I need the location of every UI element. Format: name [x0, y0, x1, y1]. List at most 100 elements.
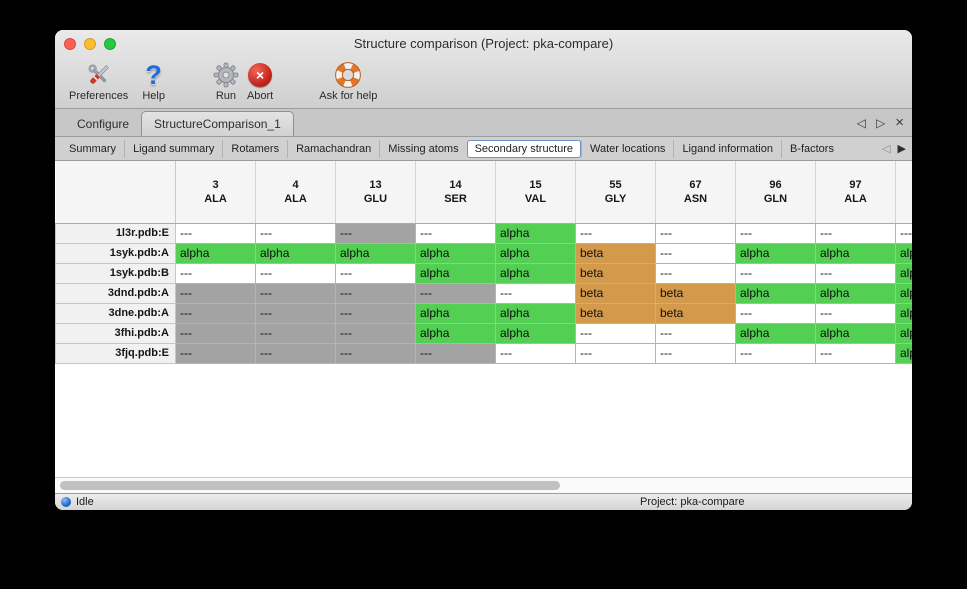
column-header-13-glu[interactable]: 13 GLU	[335, 161, 416, 224]
horizontal-scrollbar-track[interactable]	[55, 477, 912, 493]
report-tab-ligand-information[interactable]: Ligand information	[673, 139, 781, 158]
cell[interactable]: beta	[575, 242, 656, 264]
tab-prev-icon[interactable]: ◁	[856, 115, 866, 130]
cell[interactable]: alpha	[495, 322, 576, 344]
cell[interactable]: ---	[735, 342, 816, 364]
minimize-window-button[interactable]	[84, 38, 96, 50]
cell[interactable]: alpha	[335, 242, 416, 264]
cell[interactable]: ---	[735, 262, 816, 284]
cell[interactable]: ---	[255, 342, 336, 364]
cell[interactable]: alpha	[815, 242, 896, 264]
cell[interactable]: alpha	[735, 282, 816, 304]
column-header-14-ser[interactable]: 14 SER	[415, 161, 496, 224]
cell[interactable]: ---	[335, 302, 416, 324]
row-label-1syk-pdb-b[interactable]: 1syk.pdb:B	[55, 262, 176, 284]
cell[interactable]: ---	[175, 222, 256, 244]
cell[interactable]: ---	[655, 262, 736, 284]
cell[interactable]: alpha	[735, 322, 816, 344]
cell[interactable]: ---	[335, 262, 416, 284]
cell[interactable]: alpha	[895, 282, 912, 304]
cell[interactable]: ---	[495, 282, 576, 304]
cell[interactable]: ---	[335, 342, 416, 364]
cell[interactable]: ---	[815, 302, 896, 324]
report-tab-ramachandran[interactable]: Ramachandran	[287, 139, 379, 158]
cell[interactable]: ---	[815, 262, 896, 284]
cell[interactable]: ---	[655, 222, 736, 244]
report-tab-b-factors[interactable]: B-factors	[780, 139, 842, 158]
column-header-3-ala[interactable]: 3 ALA	[175, 161, 256, 224]
report-tab-secondary-structure[interactable]: Secondary structure	[466, 139, 582, 158]
column-header-96-gln[interactable]: 96 GLN	[735, 161, 816, 224]
cell[interactable]: ---	[815, 342, 896, 364]
cell[interactable]: beta	[575, 282, 656, 304]
cell[interactable]: beta	[575, 302, 656, 324]
report-tab-rotamers[interactable]: Rotamers	[222, 139, 287, 158]
cell[interactable]: alpha	[495, 302, 576, 324]
report-tab-prev-icon[interactable]: ◁	[882, 143, 891, 155]
cell[interactable]: ---	[415, 222, 496, 244]
cell[interactable]: ---	[575, 342, 656, 364]
cell[interactable]: alpha	[175, 242, 256, 264]
cell[interactable]: beta	[655, 282, 736, 304]
main-tab-configure[interactable]: Configure	[77, 117, 130, 131]
ask-for-help-button[interactable]: Ask for help	[319, 61, 377, 102]
cell[interactable]: alpha	[895, 302, 912, 324]
cell[interactable]: beta	[575, 262, 656, 284]
cell[interactable]: beta	[655, 302, 736, 324]
cell[interactable]: alpha	[895, 342, 912, 364]
cell[interactable]: alpha	[415, 242, 496, 264]
run-button[interactable]: Run	[213, 61, 239, 102]
cell[interactable]: ---	[255, 322, 336, 344]
column-header-97-ala[interactable]: 97 ALA	[815, 161, 896, 224]
cell[interactable]: ---	[575, 222, 656, 244]
cell[interactable]: ---	[655, 342, 736, 364]
cell[interactable]: ---	[735, 222, 816, 244]
row-label-1l3r-pdb-e[interactable]: 1l3r.pdb:E	[55, 222, 176, 244]
cell[interactable]: ---	[495, 342, 576, 364]
cell[interactable]: ---	[175, 262, 256, 284]
column-header-4-ala[interactable]: 4 ALA	[255, 161, 336, 224]
column-header-67-asn[interactable]: 67 ASN	[655, 161, 736, 224]
column-header-partial[interactable]	[895, 161, 912, 224]
cell[interactable]: ---	[735, 302, 816, 324]
cell[interactable]: alpha	[495, 222, 576, 244]
abort-button[interactable]: × Abort	[247, 61, 273, 102]
cell[interactable]: alpha	[815, 282, 896, 304]
zoom-window-button[interactable]	[104, 38, 116, 50]
cell[interactable]: ---	[255, 222, 336, 244]
cell[interactable]: ---	[255, 282, 336, 304]
report-tab-summary[interactable]: Summary	[69, 142, 117, 155]
help-button[interactable]: ? Help	[142, 61, 165, 102]
cell[interactable]: ---	[175, 302, 256, 324]
cell[interactable]: ---	[255, 302, 336, 324]
cell[interactable]: alpha	[415, 302, 496, 324]
cell[interactable]: ---	[415, 342, 496, 364]
cell[interactable]: ---	[175, 342, 256, 364]
report-tab-ligand-summary[interactable]: Ligand summary	[124, 139, 222, 158]
cell[interactable]: ---	[895, 222, 912, 244]
main-tab-structurecomparison-1[interactable]: StructureComparison_1	[141, 111, 294, 136]
cell[interactable]: ---	[655, 322, 736, 344]
title-bar[interactable]: Structure comparison (Project: pka-compa…	[55, 30, 912, 58]
cell[interactable]: alpha	[815, 322, 896, 344]
cell[interactable]: alpha	[415, 322, 496, 344]
row-label-3dnd-pdb-a[interactable]: 3dnd.pdb:A	[55, 282, 176, 304]
cell[interactable]: alpha	[495, 242, 576, 264]
cell[interactable]: ---	[335, 282, 416, 304]
cell[interactable]: ---	[815, 222, 896, 244]
tab-close-icon[interactable]: ×	[895, 114, 904, 131]
column-header-15-val[interactable]: 15 VAL	[495, 161, 576, 224]
cell[interactable]: ---	[175, 322, 256, 344]
cell[interactable]: ---	[175, 282, 256, 304]
cell[interactable]: ---	[415, 282, 496, 304]
close-window-button[interactable]	[64, 38, 76, 50]
cell[interactable]: alpha	[895, 262, 912, 284]
report-tab-water-locations[interactable]: Water locations	[581, 139, 673, 158]
row-label-3dne-pdb-a[interactable]: 3dne.pdb:A	[55, 302, 176, 324]
cell[interactable]: alpha	[255, 242, 336, 264]
tab-next-icon[interactable]: ▷	[876, 115, 886, 130]
horizontal-scrollbar-thumb[interactable]	[60, 481, 560, 490]
cell[interactable]: ---	[655, 242, 736, 264]
cell[interactable]: alpha	[495, 262, 576, 284]
row-label-3fhi-pdb-a[interactable]: 3fhi.pdb:A	[55, 322, 176, 344]
